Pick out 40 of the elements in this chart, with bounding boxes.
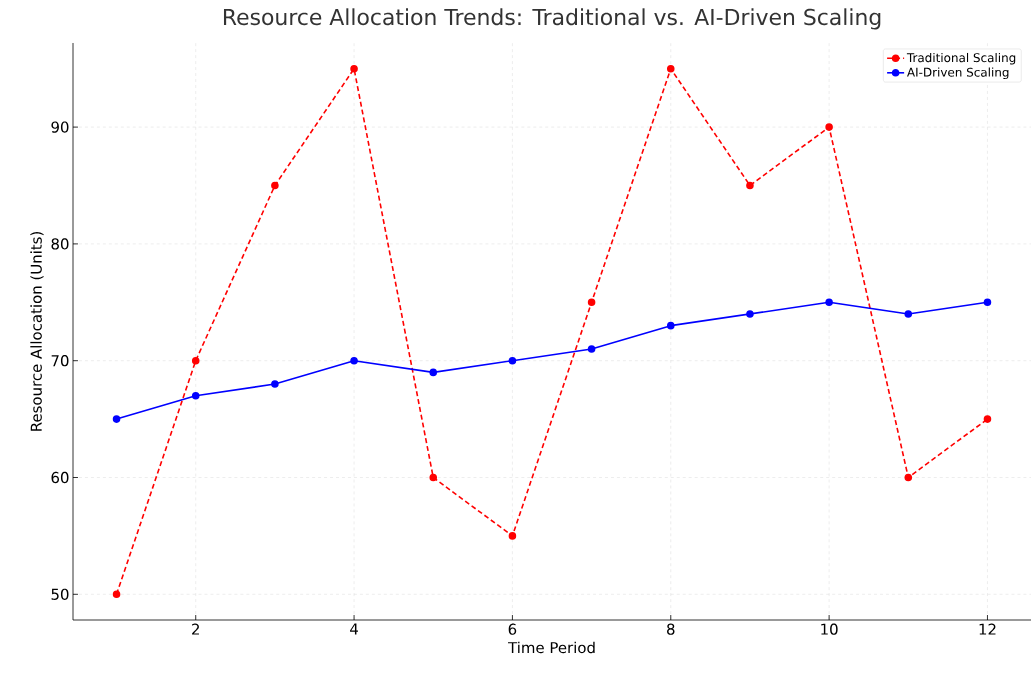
y-axis-title: Resource Allocation (Units): [30, 231, 44, 431]
legend-label: Traditional Scaling: [906, 52, 1016, 65]
point: [746, 181, 754, 190]
point: [191, 391, 200, 400]
y-tick-label: 70: [51, 355, 69, 367]
y-tick-label: 50: [51, 588, 69, 600]
point: [587, 345, 596, 353]
point: [904, 310, 913, 318]
point: [429, 473, 438, 482]
point: [983, 415, 992, 423]
point: [746, 310, 754, 318]
point: [429, 368, 438, 377]
x-axis-title: Time Period: [508, 641, 595, 654]
point: [983, 298, 992, 307]
chart-title: Resource Allocation Trends: Traditional vs. AI-Driven Scaling: [223, 8, 881, 30]
point: [587, 298, 596, 307]
point: [350, 64, 358, 73]
x-tick-label: 4: [350, 623, 358, 635]
point: [825, 123, 833, 131]
y-tick-label: 60: [51, 471, 69, 484]
y-tick-label: 90: [51, 121, 69, 133]
x-tick-label: 12: [979, 623, 996, 635]
point: [666, 321, 675, 330]
point: [191, 356, 200, 365]
point: [271, 380, 279, 388]
point: [112, 415, 121, 423]
point: [508, 532, 517, 540]
x-tick-label: 6: [508, 623, 517, 635]
point: [350, 356, 358, 365]
point: [825, 298, 833, 307]
x-tick-label: 10: [821, 623, 838, 635]
point: [904, 473, 913, 482]
y-tick-label: 80: [51, 238, 69, 250]
point: [112, 590, 121, 599]
x-tick-label: 2: [192, 623, 199, 635]
point: [271, 181, 279, 190]
point: [508, 356, 517, 365]
x-tick-label: 8: [667, 623, 675, 635]
legend-label: AI-Driven Scaling: [907, 67, 1009, 80]
point: [666, 64, 675, 73]
